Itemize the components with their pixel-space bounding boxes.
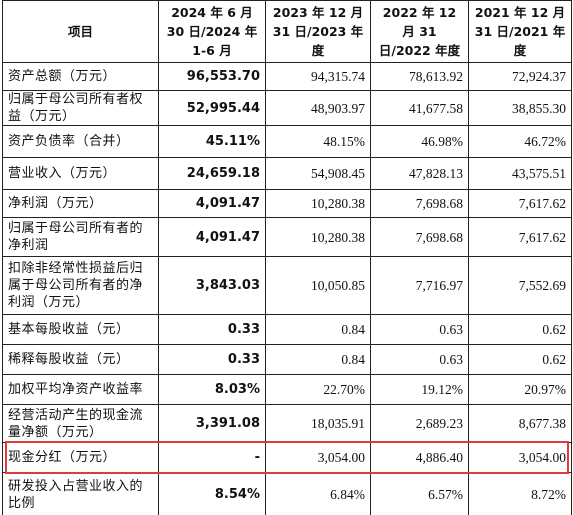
- value-cell: 18,035.91: [265, 404, 371, 443]
- header-cell: 2023 年 12 月 31 日/2023 年度: [265, 0, 371, 63]
- value-cell: 45.11%: [158, 125, 266, 158]
- table-row: 基本每股收益（元） 0.33 0.84 0.63 0.62: [2, 314, 572, 345]
- row-label: 资产负债率（合并）: [2, 125, 159, 158]
- table-row: 归属于母公司所有者权益（万元） 52,995.44 48,903.97 41,677.…: [2, 90, 572, 126]
- value-cell: 48,903.97: [265, 90, 371, 126]
- header-cell: 2024 年 6 月 30 日/2024 年 1-6 月: [158, 0, 266, 63]
- value-cell: 19.12%: [370, 374, 469, 405]
- value-cell: 54,908.45: [265, 157, 371, 190]
- value-cell: 38,855.30: [468, 90, 572, 126]
- value-cell: 7,698.68: [370, 217, 469, 257]
- value-cell: 0.33: [158, 344, 266, 375]
- value-cell: 0.62: [468, 344, 572, 375]
- row-label: 稀释每股收益（元）: [2, 344, 159, 375]
- table-row: 归属于母公司所有者的净利润 4,091.47 10,280.38 7,698.68 7,…: [2, 217, 572, 257]
- value-cell: 3,054.00: [265, 442, 371, 473]
- value-cell: 3,391.08: [158, 404, 266, 443]
- value-cell: 0.33: [158, 314, 266, 345]
- table-row: 资产负债率（合并） 45.11% 48.15% 46.98% 46.72%: [2, 125, 572, 158]
- table-row: 稀释每股收益（元） 0.33 0.84 0.63 0.62: [2, 344, 572, 375]
- value-cell: 10,280.38: [265, 217, 371, 257]
- row-label: 基本每股收益（元）: [2, 314, 159, 345]
- value-cell: 3,054.00: [468, 442, 572, 473]
- header-cell: 项目: [2, 0, 159, 63]
- value-cell: 94,315.74: [265, 62, 371, 91]
- value-cell: 4,091.47: [158, 217, 266, 257]
- value-cell: 7,617.62: [468, 217, 572, 257]
- value-cell: 47,828.13: [370, 157, 469, 190]
- value-cell: 6.84%: [265, 472, 371, 515]
- row-label: 归属于母公司所有者权益（万元）: [2, 90, 159, 126]
- table-body: 资产总额（万元） 96,553.70 94,315.74 78,613.92 72,92…: [2, 62, 572, 515]
- row-label: 归属于母公司所有者的净利润: [2, 217, 159, 257]
- value-cell: 2,689.23: [370, 404, 469, 443]
- value-cell: 7,552.69: [468, 256, 572, 315]
- value-cell: 0.63: [370, 314, 469, 345]
- value-cell: 46.72%: [468, 125, 572, 158]
- value-cell: 4,886.40: [370, 442, 469, 473]
- value-cell: 72,924.37: [468, 62, 572, 91]
- value-cell: 48.15%: [265, 125, 371, 158]
- value-cell: 0.62: [468, 314, 572, 345]
- value-cell: 8,677.38: [468, 404, 572, 443]
- value-cell: 46.98%: [370, 125, 469, 158]
- header-cell: 2021 年 12 月 31 日/2021 年度: [468, 0, 572, 63]
- table-row: 现金分红（万元） -3,054.00 4,886.40 3,054.00: [2, 442, 572, 473]
- value-cell: 20.97%: [468, 374, 572, 405]
- value-cell: 8.03%: [158, 374, 266, 405]
- value-cell: 96,553.70: [158, 62, 266, 91]
- value-cell: 22.70%: [265, 374, 371, 405]
- value-cell: 78,613.92: [370, 62, 469, 91]
- table-row: 资产总额（万元） 96,553.70 94,315.74 78,613.92 72,92…: [2, 62, 572, 91]
- value-cell: 10,280.38: [265, 189, 371, 218]
- row-label: 研发投入占营业收入的比例: [2, 472, 159, 515]
- table-row: 净利润（万元） 4,091.47 10,280.38 7,698.68 7,617.62: [2, 189, 572, 218]
- value-cell: 0.63: [370, 344, 469, 375]
- row-label: 经营活动产生的现金流量净额（万元）: [2, 404, 159, 443]
- value-cell: 4,091.47: [158, 189, 266, 218]
- row-label: 资产总额（万元）: [2, 62, 159, 91]
- table-row: 扣除非经常性损益后归属于母公司所有者的净利润（万元） 3,843.03 10,050…: [2, 256, 572, 315]
- table-row: 研发投入占营业收入的比例 8.54% 6.84% 6.57% 8.72%: [2, 472, 572, 515]
- row-label: 营业收入（万元）: [2, 157, 159, 190]
- table-row: 加权平均净资产收益率 8.03% 22.70% 19.12% 20.97%: [2, 374, 572, 405]
- table-row: 经营活动产生的现金流量净额（万元） 3,391.08 18,035.91 2,689.…: [2, 404, 572, 443]
- row-label: 加权平均净资产收益率: [2, 374, 159, 405]
- value-cell: 24,659.18: [158, 157, 266, 190]
- value-cell: 8.54%: [158, 472, 266, 515]
- value-cell: -: [158, 442, 266, 473]
- value-cell: 41,677.58: [370, 90, 469, 126]
- value-cell: 10,050.85: [265, 256, 371, 315]
- header-cell: 2022 年 12 月 31 日/2022 年度: [370, 0, 469, 63]
- row-label: 净利润（万元）: [2, 189, 159, 218]
- row-label: 扣除非经常性损益后归属于母公司所有者的净利润（万元）: [2, 256, 159, 315]
- table-row: 营业收入（万元） 24,659.18 54,908.45 47,828.13 43,57…: [2, 157, 572, 190]
- row-label: 现金分红（万元）: [2, 442, 159, 473]
- value-cell: 7,617.62: [468, 189, 572, 218]
- value-cell: 6.57%: [370, 472, 469, 515]
- value-cell: 7,716.97: [370, 256, 469, 315]
- value-cell: 8.72%: [468, 472, 572, 515]
- value-cell: 7,698.68: [370, 189, 469, 218]
- value-cell: 0.84: [265, 314, 371, 345]
- value-cell: 52,995.44: [158, 90, 266, 126]
- header-row: 项目 2024 年 6 月 30 日/2024 年 1-6 月 2023 年 12 …: [2, 0, 572, 63]
- value-cell: 3,843.03: [158, 256, 266, 315]
- value-cell: 0.84: [265, 344, 371, 375]
- value-cell: 43,575.51: [468, 157, 572, 190]
